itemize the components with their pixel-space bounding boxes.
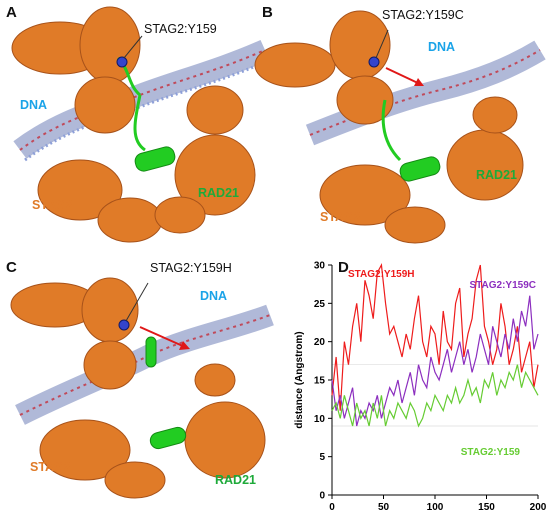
distance-chart: 050100150200051015202530time (ns)distanc…: [294, 261, 547, 514]
residue-marker: [116, 56, 128, 68]
panel-a-structure: [11, 6, 270, 243]
panel-letter: D: [338, 259, 349, 276]
series-line-1: [331, 295, 539, 427]
residue-label: STAG2:Y159C: [382, 8, 464, 22]
y-tick-label: 0: [319, 491, 325, 502]
x-tick-label: 100: [427, 502, 444, 513]
panel-d: 050100150200051015202530time (ns)distanc…: [290, 255, 550, 515]
displacement-arrow: [139, 326, 190, 350]
x-tick-label: 50: [378, 502, 390, 513]
series-line-2: [331, 364, 539, 428]
panel-b: B STAG2:Y159C DNA STAG2 RAD21: [250, 0, 550, 255]
x-tick-label: 150: [478, 502, 495, 513]
residue-label: STAG2:Y159: [144, 22, 217, 36]
rad21-label: RAD21: [476, 168, 517, 182]
panel-c: C STAG2:Y159H DNA STAG2 RAD21: [0, 255, 280, 515]
series-line-0: [331, 263, 539, 411]
panel-letter: C: [6, 259, 17, 276]
dna-label: DNA: [428, 40, 456, 54]
residue-pointer: [375, 29, 389, 59]
rad21-label: RAD21: [198, 186, 239, 200]
x-tick-label: 0: [329, 502, 335, 513]
y-tick-label: 10: [314, 414, 326, 425]
panel-c-structure: [10, 277, 274, 499]
y-tick-label: 25: [314, 299, 326, 310]
residue-pointer: [125, 282, 149, 322]
panel-a: A STAG2:Y159 DNA STAG2 RAD21: [0, 0, 275, 255]
y-tick-label: 5: [319, 452, 325, 463]
stag2-label: STAG2: [320, 210, 361, 224]
stag2-label: STAG2: [30, 460, 71, 474]
stag2-protein: [254, 10, 524, 244]
y-tick-label: 20: [314, 337, 326, 348]
residue-marker: [118, 319, 130, 331]
y-tick-label: 15: [314, 376, 326, 387]
series-label-2: STAG2:Y159: [461, 447, 521, 458]
displacement-arrow: [385, 67, 424, 86]
residue-label: STAG2:Y159H: [150, 261, 232, 275]
series-label-1: STAG2:Y159C: [469, 280, 536, 291]
y-tick-label: 30: [314, 261, 326, 272]
panel-b-structure: [254, 10, 546, 244]
stag2-protein: [10, 277, 266, 499]
panel-letter: B: [262, 4, 273, 21]
panel-letter: A: [6, 4, 17, 21]
rad21-label: RAD21: [215, 473, 256, 487]
rad21-helix: [381, 99, 441, 182]
x-tick-label: 200: [530, 502, 547, 513]
residue-pointer: [123, 35, 143, 59]
dna-label: DNA: [20, 98, 48, 112]
residue-marker: [368, 56, 380, 68]
stag2-label: STAG2: [32, 198, 73, 212]
y-axis-label: distance (Angstrom): [294, 331, 305, 428]
series-label-0: STAG2:Y159H: [348, 269, 415, 280]
dna-label: DNA: [200, 289, 228, 303]
rad21-helix: [116, 56, 176, 172]
stag2-protein: [11, 6, 256, 243]
rad21-helix: [145, 336, 187, 450]
